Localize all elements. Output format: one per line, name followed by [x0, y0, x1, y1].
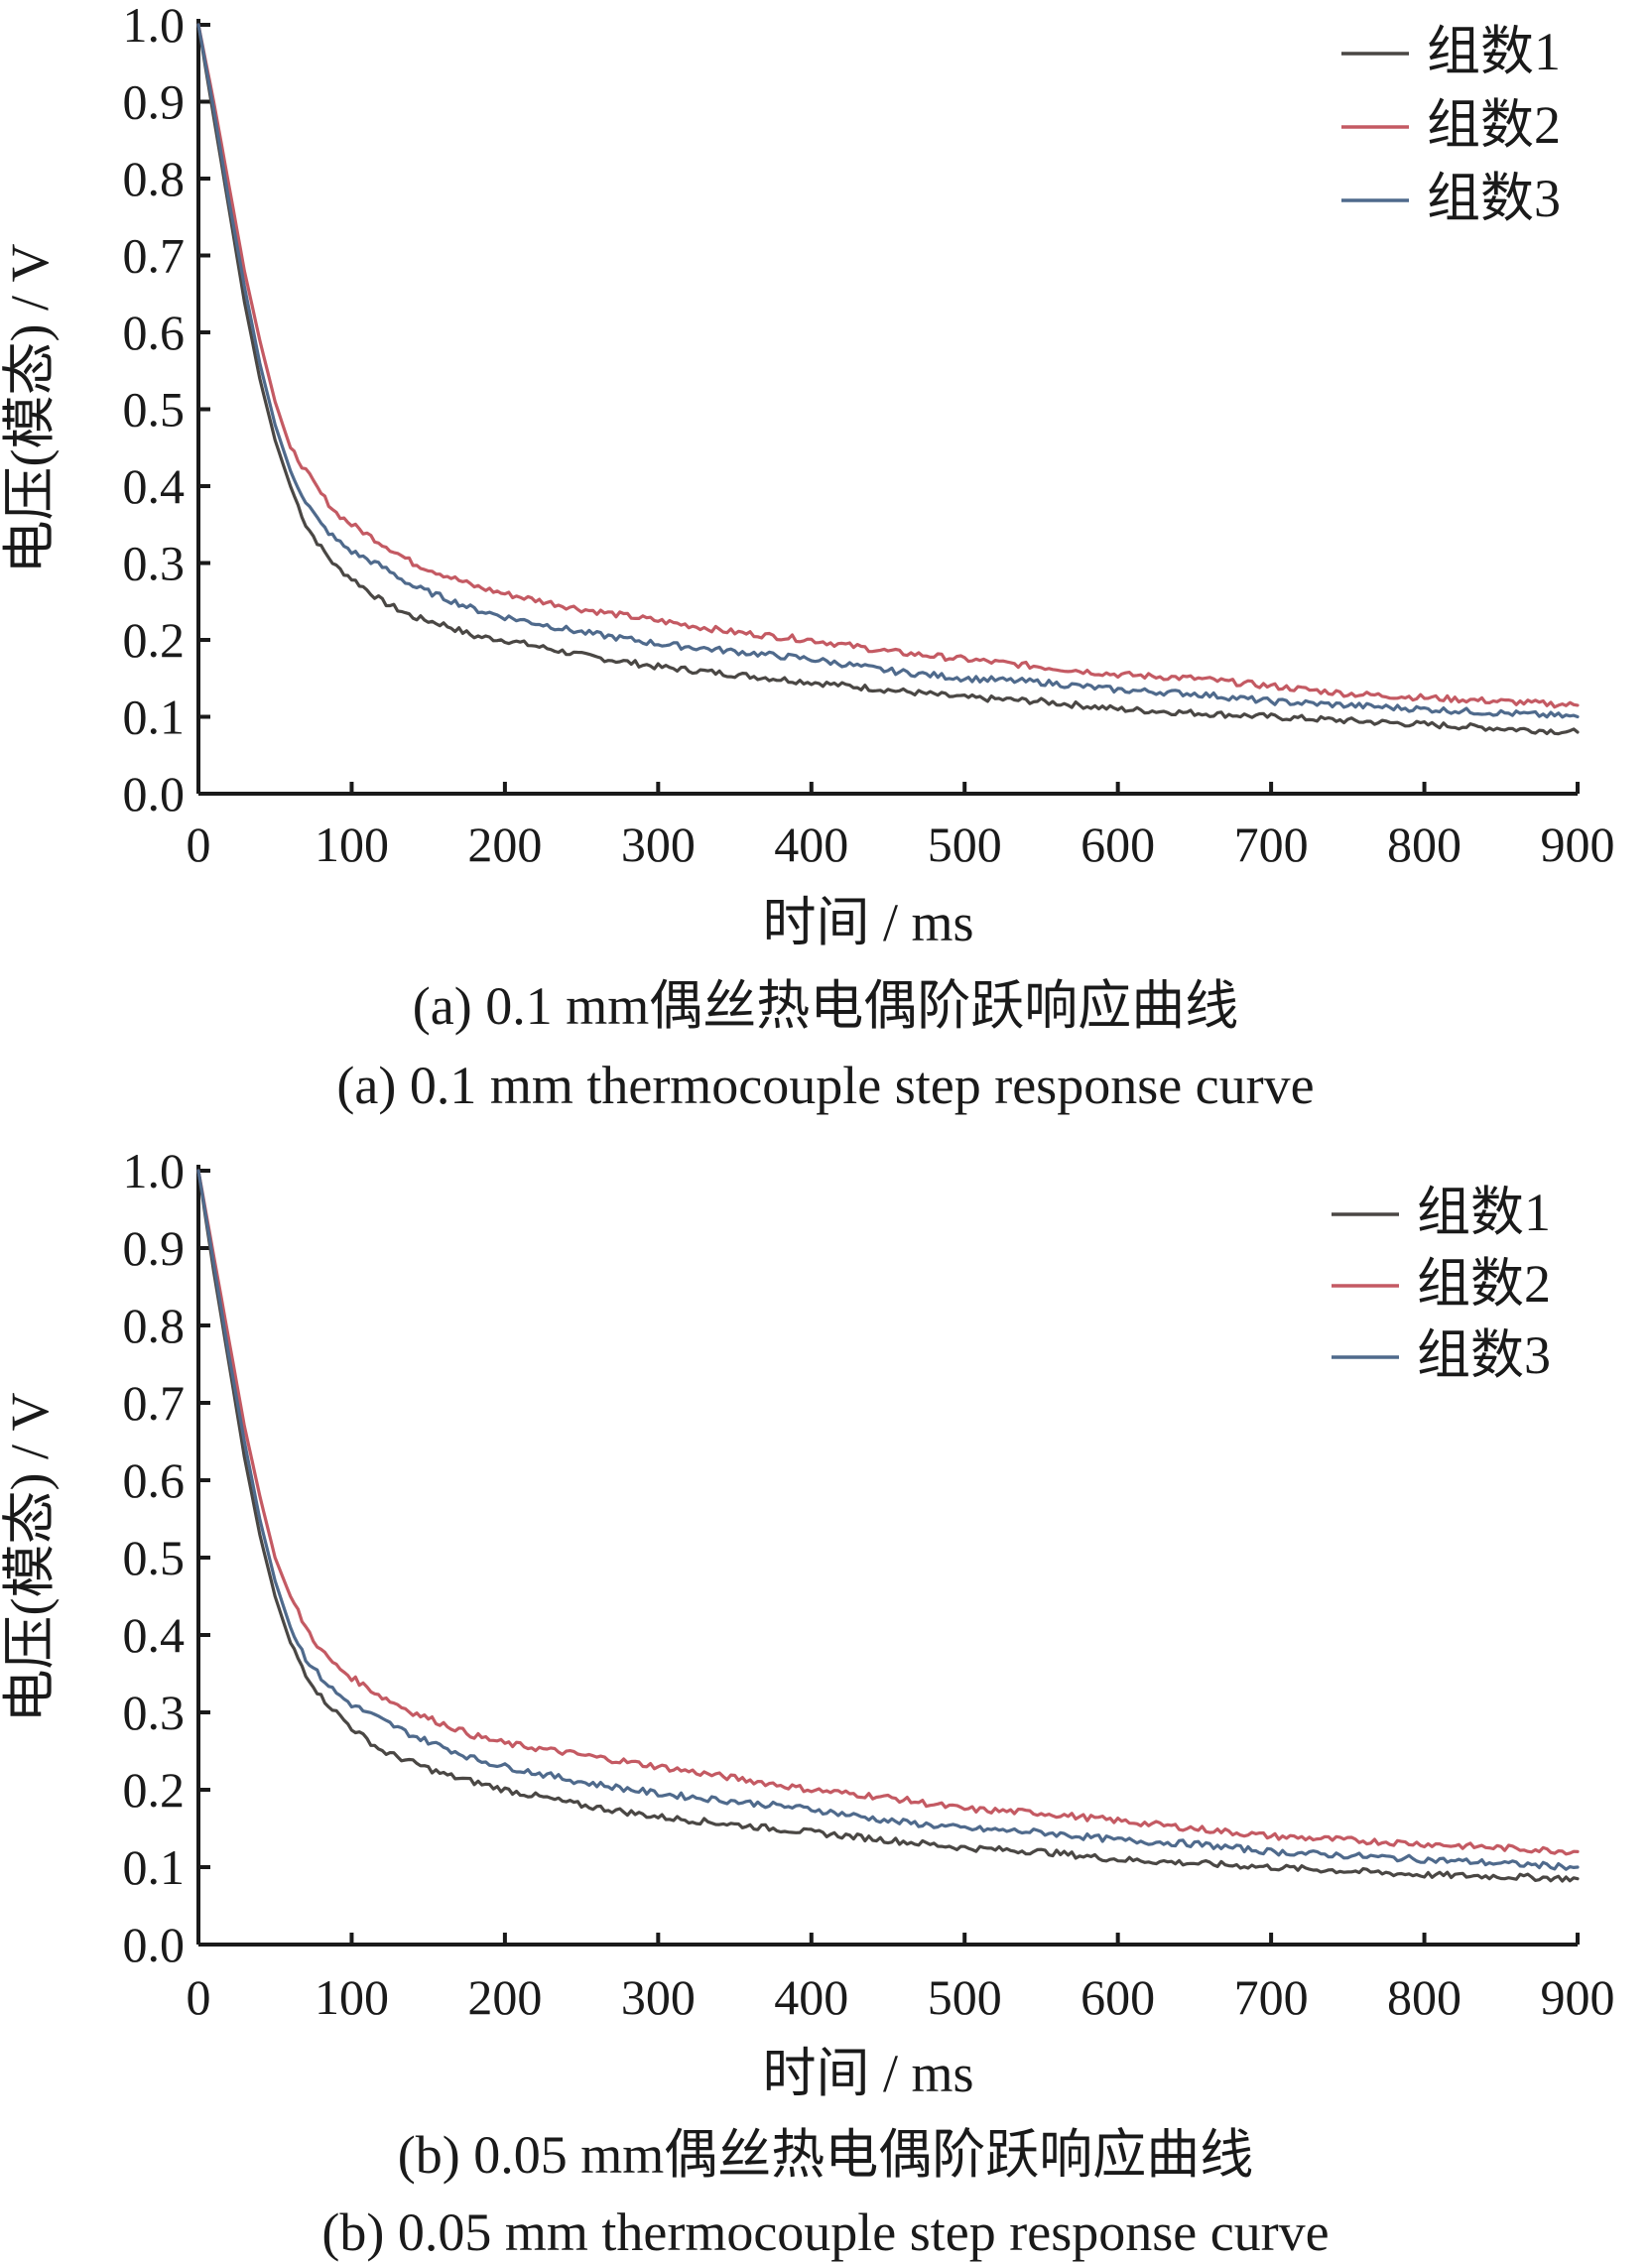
y-tick-label: 0.3 — [123, 536, 186, 591]
x-tick-label: 800 — [1387, 817, 1461, 872]
x-tick-label: 200 — [467, 817, 542, 872]
x-tick-label: 700 — [1234, 1969, 1309, 2025]
y-tick-label: 0.1 — [123, 690, 186, 745]
series-line-2 — [196, 23, 1580, 709]
y-tick-label: 0.3 — [123, 1685, 186, 1740]
x-tick-label: 0 — [187, 1969, 211, 2025]
series-line-1 — [196, 1169, 1580, 1883]
x-axis-title: 时间 / ms — [762, 893, 973, 952]
series-line-1 — [196, 23, 1580, 736]
legend-label-2: 组数2 — [1417, 1254, 1551, 1314]
y-tick-label: 0.5 — [123, 382, 186, 438]
figure-caption-en: (a) 0.1 mm thermocouple step response cu… — [336, 1056, 1314, 1115]
x-tick-label: 100 — [315, 1969, 389, 2025]
legend-label-2: 组数2 — [1427, 95, 1561, 155]
y-tick-label: 0.5 — [123, 1530, 186, 1585]
y-tick-label: 1.0 — [123, 1143, 186, 1198]
y-tick-label: 0.6 — [123, 1452, 186, 1508]
y-tick-label: 0.6 — [123, 305, 186, 360]
legend-label-1: 组数1 — [1427, 22, 1561, 81]
y-tick-label: 0.0 — [123, 1917, 186, 1972]
y-tick-label: 1.0 — [123, 0, 186, 53]
y-tick-label: 0.2 — [123, 1762, 186, 1818]
x-tick-label: 400 — [774, 817, 848, 872]
x-axis-title: 时间 / ms — [762, 2044, 973, 2103]
y-tick-label: 0.0 — [123, 766, 186, 821]
y-tick-label: 0.8 — [123, 1298, 186, 1353]
y-tick-label: 0.4 — [123, 1607, 186, 1663]
y-tick-label: 0.8 — [123, 151, 186, 206]
y-axis-title: 电压(模态) / V — [0, 1393, 60, 1723]
x-tick-label: 600 — [1080, 1969, 1155, 2025]
x-tick-label: 300 — [621, 817, 696, 872]
series-line-3 — [196, 23, 1580, 719]
x-tick-label: 600 — [1080, 817, 1155, 872]
series-line-2 — [196, 1169, 1580, 1856]
series-line-3 — [196, 1169, 1580, 1871]
x-tick-label: 900 — [1541, 817, 1615, 872]
x-tick-label: 0 — [187, 817, 211, 872]
figure-caption-zh: (a) 0.1 mm偶丝热电偶阶跃响应曲线 — [413, 976, 1238, 1036]
y-tick-label: 0.7 — [123, 1375, 186, 1431]
x-tick-label: 400 — [774, 1969, 848, 2025]
x-tick-label: 500 — [928, 1969, 1002, 2025]
figure-caption-zh: (b) 0.05 mm偶丝热电偶阶跃响应曲线 — [398, 2125, 1253, 2185]
y-tick-label: 0.1 — [123, 1839, 186, 1895]
legend-label-1: 组数1 — [1417, 1183, 1551, 1242]
y-tick-label: 0.2 — [123, 612, 186, 668]
x-tick-label: 500 — [928, 817, 1002, 872]
x-tick-label: 100 — [315, 817, 389, 872]
y-tick-label: 0.4 — [123, 458, 186, 514]
y-tick-label: 0.9 — [123, 74, 186, 130]
y-tick-label: 0.9 — [123, 1220, 186, 1276]
y-tick-label: 0.7 — [123, 228, 186, 284]
figure-caption-en: (b) 0.05 mm thermocouple step response c… — [321, 2202, 1329, 2262]
x-tick-label: 200 — [467, 1969, 542, 2025]
x-tick-label: 900 — [1541, 1969, 1615, 2025]
y-axis-title: 电压(模态) / V — [0, 244, 60, 574]
chart-panel-b: 0 100 200 300 400 500 600 700 800 900 0.0 0.1 0.2 0.3… — [0, 1143, 1615, 2262]
x-tick-label: 300 — [621, 1969, 696, 2025]
x-tick-label: 700 — [1234, 817, 1309, 872]
chart-panel-a: 0 100 200 300 400 500 600 700 800 900 0.0 0.1 0.2 0.3… — [0, 0, 1615, 1115]
legend-label-3: 组数3 — [1417, 1325, 1551, 1385]
x-tick-label: 800 — [1387, 1969, 1461, 2025]
legend-label-3: 组数3 — [1427, 169, 1561, 228]
